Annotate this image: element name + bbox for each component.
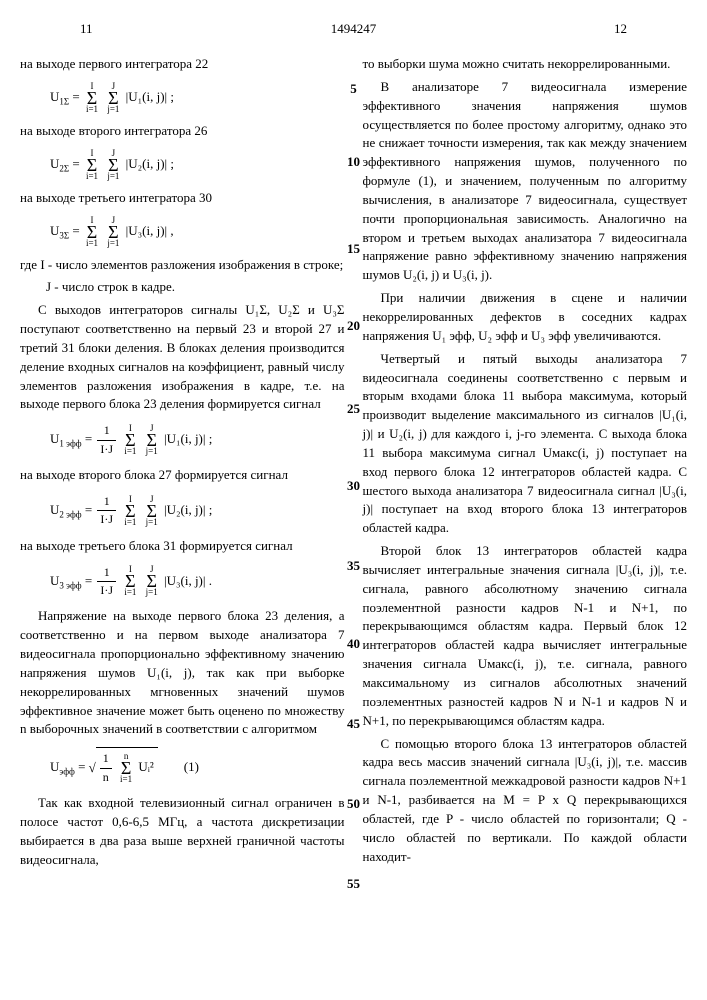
line-marker: 15 — [347, 240, 360, 259]
paragraph: Напряжение на выходе первого блока 23 де… — [20, 607, 345, 739]
where-clause: J - число строк в кадре. — [20, 278, 345, 297]
formula-var: U — [50, 89, 59, 104]
two-column-layout: 5 10 15 20 25 30 35 40 45 50 55 на выход… — [20, 55, 687, 873]
equation-number: (1) — [184, 759, 199, 774]
line-marker: 30 — [347, 477, 360, 496]
text-line: на выходе третьего интегратора 30 — [20, 189, 345, 208]
formula-2: U2Σ = IΣi=1 JΣj=1 |U₂(i, j)| ; — [20, 149, 345, 181]
formula-4: U1 эфф = 1I·J IΣi=1 JΣj=1 |U₁(i, j)| ; — [20, 422, 345, 458]
formula-5: U2 эфф = 1I·J IΣi=1 JΣj=1 |U₂(i, j)| ; — [20, 493, 345, 529]
text-line: на выходе первого интегратора 22 — [20, 55, 345, 74]
line-marker: 55 — [347, 875, 360, 894]
formula-6: U3 эфф = 1I·J IΣi=1 JΣj=1 |U₃(i, j)| . — [20, 564, 345, 600]
where-clause: где I - число элементов разложения изобр… — [20, 256, 345, 275]
paragraph: Так как входной телевизионный сигнал огр… — [20, 794, 345, 869]
paragraph: В анализаторе 7 видеосигнала измерение э… — [363, 78, 688, 285]
formula-1: U1Σ = IΣi=1 JΣj=1 |U₁(i, j)| ; — [20, 82, 345, 114]
formula-7: Uэфф = √ 1n nΣi=1 Uᵢ² (1) — [20, 747, 345, 786]
text-line: на выходе третьего блока 31 формируется … — [20, 537, 345, 556]
formula-3: U3Σ = IΣi=1 JΣj=1 |U₃(i, j)| , — [20, 216, 345, 248]
line-marker: 5 — [350, 80, 357, 99]
line-marker: 10 — [347, 153, 360, 172]
page-number-left: 11 — [80, 20, 93, 39]
line-marker: 50 — [347, 795, 360, 814]
sqrt-icon: √ — [89, 759, 96, 778]
document-number: 1494247 — [331, 20, 377, 39]
page-number-right: 12 — [614, 20, 627, 39]
page-header: 11 1494247 12 — [20, 20, 687, 45]
formula-eq: = — [69, 89, 83, 104]
line-marker: 20 — [347, 317, 360, 336]
formula-sub: 1Σ — [59, 96, 69, 106]
right-column: то выборки шума можно считать некоррелир… — [363, 55, 688, 873]
paragraph: то выборки шума можно считать некоррелир… — [363, 55, 688, 74]
line-marker: 25 — [347, 400, 360, 419]
paragraph: С помощью второго блока 13 интеграторов … — [363, 735, 688, 867]
line-marker: 40 — [347, 635, 360, 654]
line-marker: 35 — [347, 557, 360, 576]
line-marker: 45 — [347, 715, 360, 734]
paragraph: С выходов интеграторов сигналы U₁Σ, U₂Σ … — [20, 301, 345, 414]
left-column: на выходе первого интегратора 22 U1Σ = I… — [20, 55, 345, 873]
text-line: на выходе второго блока 27 формируется с… — [20, 466, 345, 485]
paragraph: Второй блок 13 интеграторов областей кад… — [363, 542, 688, 730]
paragraph: При наличии движения в сцене и наличии н… — [363, 289, 688, 346]
text-line: на выходе второго интегратора 26 — [20, 122, 345, 141]
formula-body: |U₁(i, j)| ; — [126, 89, 174, 104]
paragraph: Четвертый и пятый выходы анализатора 7 в… — [363, 350, 688, 538]
